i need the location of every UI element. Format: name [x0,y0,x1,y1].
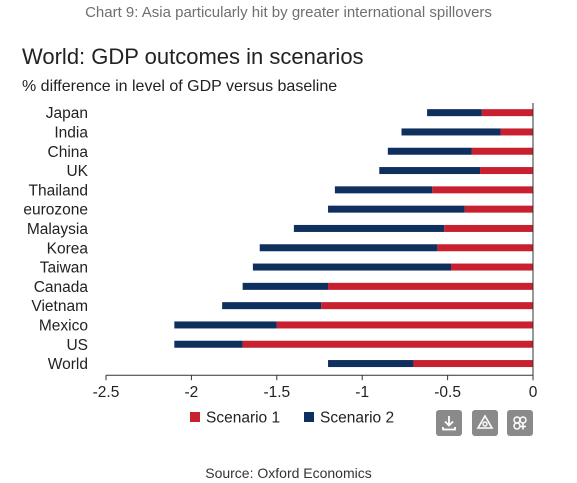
bar-scenario-1 [276,321,533,329]
bar-scenario-1 [500,128,533,136]
category-label: UK [66,163,88,180]
bar-scenario-1 [451,263,533,271]
bar-scenario-2 [259,244,438,252]
chart-source: Source: Oxford Economics [205,465,372,481]
bar-scenario-2 [222,302,322,310]
bar-scenario-2 [379,167,481,175]
category-label: Thailand [29,182,88,199]
category-label: Korea [47,240,89,257]
bar-scenario-1 [444,224,533,232]
bar-scenario-2 [387,147,472,155]
chart-title: World: GDP outcomes in scenarios [22,44,364,69]
category-label: US [66,337,88,354]
bar-scenario-2 [328,360,414,368]
download-icon [442,416,456,431]
bar-scenario-1 [413,360,533,368]
bar-scenario-1 [471,147,533,155]
category-label: India [54,124,88,141]
bar-scenario-1 [328,282,533,290]
x-tick-label: -0.5 [434,384,461,401]
bar-scenario-1 [242,340,533,348]
category-label: Canada [34,279,89,296]
embed-button[interactable] [507,410,533,436]
legend-swatch [190,412,200,422]
bar-scenario-1 [480,167,533,175]
bar-scenario-2 [401,128,501,136]
bar-scenario-2 [174,340,243,348]
bar-scenario-2 [427,109,482,117]
category-label: Taiwan [40,260,88,277]
bar-scenario-1 [321,302,533,310]
chart-caption: Chart 9: Asia particularly hit by greate… [85,4,492,21]
category-label: Mexico [39,317,88,334]
legend-swatch [304,412,314,422]
bar-scenario-2 [174,321,277,329]
bar-scenario-2 [328,205,465,213]
bar-scenario-1 [464,205,533,213]
bar-scenario-1 [437,244,533,252]
category-label: Malaysia [27,221,89,238]
x-tick-label: -2 [185,384,199,401]
x-tick-label: 0 [529,384,538,401]
legend-label: Scenario 1 [206,410,280,427]
category-label: eurozone [23,202,88,219]
x-tick-label: -1 [355,384,369,401]
bar-scenario-2 [252,263,452,271]
bar-scenario-2 [242,282,329,290]
bar-scenario-2 [293,224,445,232]
bar-scenario-1 [432,186,533,194]
share-icon [476,414,494,429]
x-tick-label: -1.5 [263,384,290,401]
category-label: Vietnam [31,298,88,315]
category-label: China [48,144,89,161]
x-tick-label: -2.5 [93,384,120,401]
category-label: Japan [46,105,88,122]
bar-scenario-1 [481,109,533,117]
bar-scenario-2 [334,186,433,194]
share-button[interactable] [472,410,498,436]
download-button[interactable] [436,410,462,436]
legend-label: Scenario 2 [320,410,394,427]
chart-subtitle: % difference in level of GDP versus base… [22,78,338,95]
embed-icon [513,416,527,430]
category-label: World [48,356,88,373]
